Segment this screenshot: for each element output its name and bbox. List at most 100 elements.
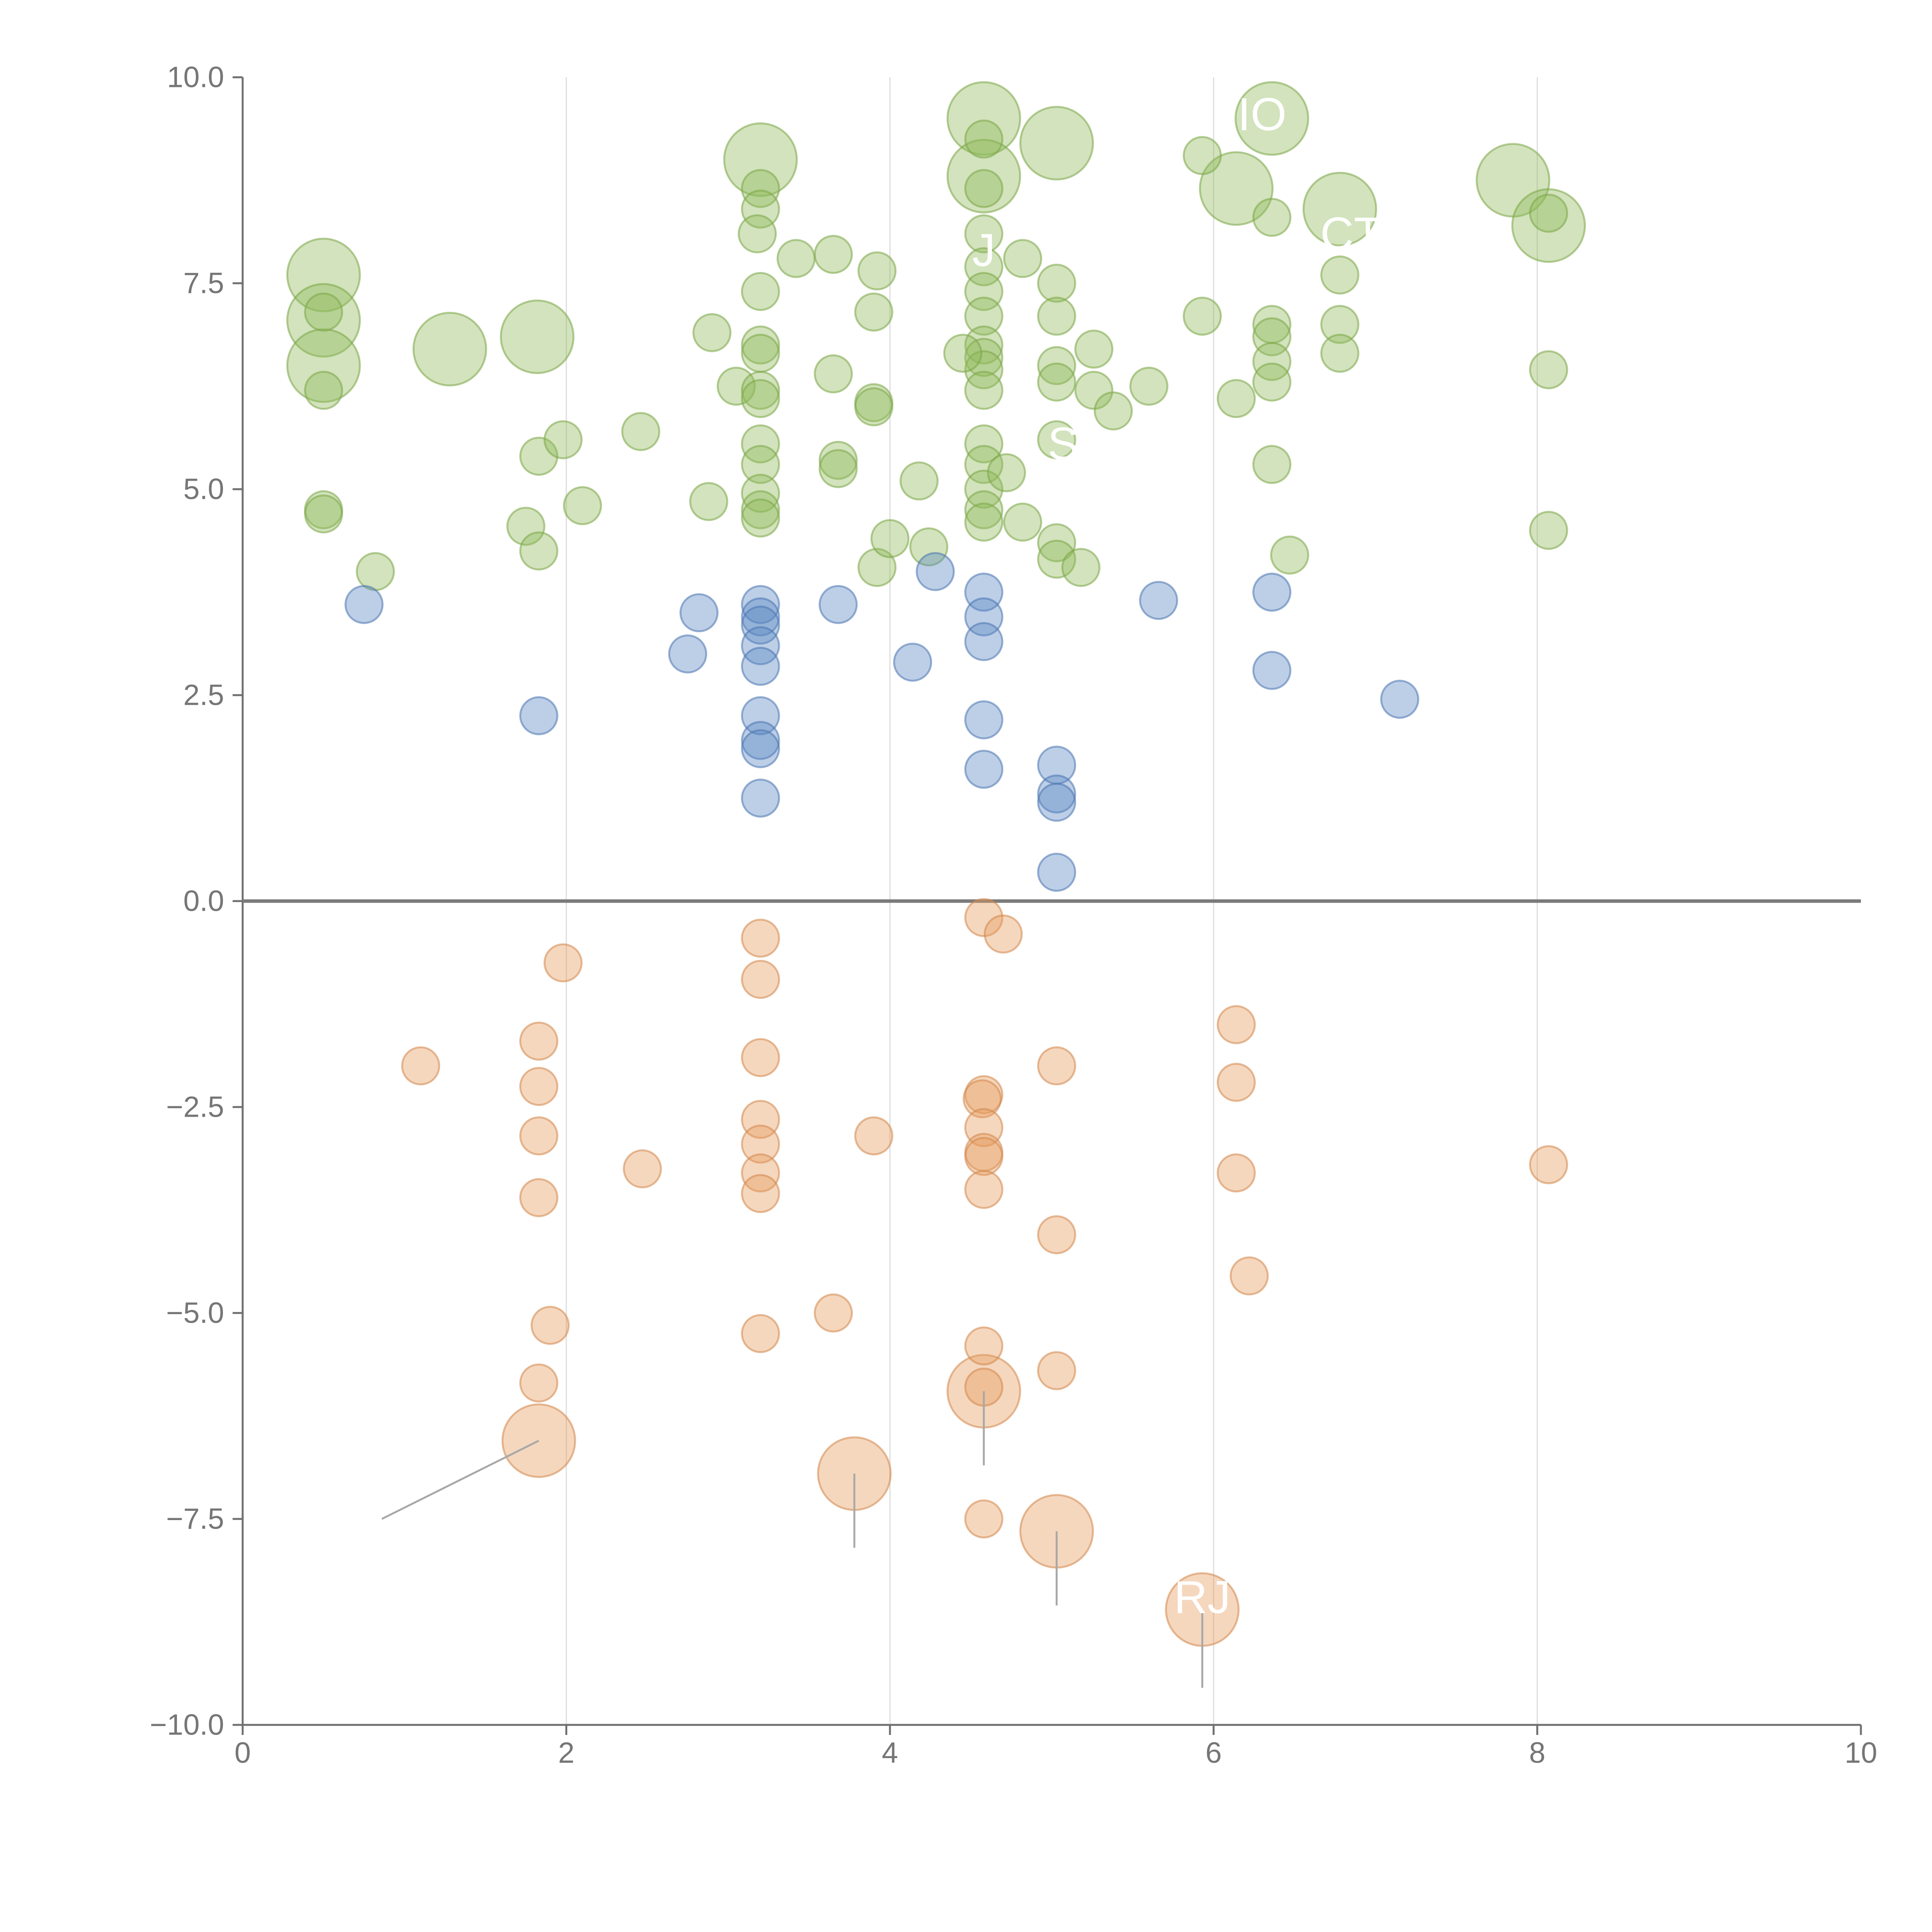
negative-point <box>519 1178 558 1218</box>
positive-point <box>1061 548 1100 587</box>
mid-point <box>741 597 780 636</box>
negative-point <box>1037 1046 1077 1085</box>
y-tick-label: −10.0 <box>150 1709 224 1742</box>
negative-point <box>741 1038 780 1077</box>
positive-point <box>1320 255 1359 295</box>
positive-point <box>870 519 910 558</box>
positive-point <box>1037 264 1077 303</box>
negative-point <box>622 1149 662 1189</box>
negative-point <box>1037 1215 1077 1254</box>
positive-point <box>741 272 780 311</box>
positive-point <box>776 239 816 278</box>
mid-point <box>519 696 558 735</box>
positive-point <box>716 367 756 406</box>
positive-point <box>741 371 780 410</box>
negative-point <box>519 1067 558 1106</box>
positive-point <box>543 420 583 459</box>
positive-point <box>1019 106 1094 181</box>
negative-point <box>741 1153 780 1193</box>
positive-point <box>1302 172 1377 247</box>
positive-point <box>987 453 1026 492</box>
positive-point <box>964 169 1003 208</box>
positive-point <box>964 119 1003 159</box>
positive-point <box>964 490 1003 529</box>
mid-point <box>1252 651 1292 690</box>
negative-point <box>814 1293 853 1333</box>
positive-point <box>1216 379 1256 418</box>
point-label: J <box>972 224 995 276</box>
positive-point <box>304 293 343 332</box>
positive-point <box>943 333 983 373</box>
positive-point <box>1129 367 1168 406</box>
negative-point <box>964 1326 1003 1366</box>
positive-point <box>909 527 949 566</box>
positive-point <box>741 424 780 464</box>
positive-point <box>500 299 575 374</box>
mid-point <box>741 721 780 760</box>
positive-point <box>964 469 1003 509</box>
positive-point <box>621 412 660 451</box>
positive-point <box>1252 197 1292 237</box>
positive-point <box>355 552 395 591</box>
mid-point <box>964 750 1003 789</box>
negative-point <box>1216 1063 1256 1102</box>
mid-point <box>741 646 780 686</box>
positive-point <box>723 122 798 197</box>
points-layer <box>286 81 1586 1647</box>
mid-point <box>741 626 780 665</box>
point-label: CT <box>1320 208 1382 260</box>
positive-point <box>964 214 1003 253</box>
positive-point <box>964 371 1003 410</box>
positive-point <box>1252 362 1292 402</box>
positive-point <box>1074 371 1114 410</box>
negative-point <box>741 918 780 958</box>
positive-point <box>412 312 487 387</box>
positive-point <box>1094 391 1133 430</box>
mid-point <box>964 700 1003 740</box>
positive-point <box>519 437 558 476</box>
y-tick-label: 2.5 <box>183 679 224 712</box>
y-tick-label: 10.0 <box>167 61 224 94</box>
negative-point <box>519 1021 558 1061</box>
positive-point <box>519 531 558 571</box>
y-tick-label: −5.0 <box>166 1297 224 1330</box>
positive-point <box>304 494 343 534</box>
mid-point <box>679 593 719 633</box>
positive-point <box>1037 539 1077 579</box>
positive-point <box>563 486 602 526</box>
mid-point <box>1037 852 1077 892</box>
x-tick-label: 4 <box>882 1736 898 1769</box>
positive-point <box>814 235 853 274</box>
y-tick-label: −2.5 <box>166 1091 224 1124</box>
positive-point <box>900 461 939 501</box>
positive-point <box>1037 420 1077 459</box>
positive-point <box>741 189 780 229</box>
positive-point <box>818 440 858 480</box>
positive-point <box>286 238 361 313</box>
mid-point <box>1037 782 1077 822</box>
positive-point <box>506 507 546 546</box>
negative-point <box>1230 1256 1269 1296</box>
y-tick-label: −7.5 <box>166 1503 224 1536</box>
negative-point <box>741 960 780 999</box>
point-label: IO <box>1238 88 1287 140</box>
positive-point <box>1074 330 1114 369</box>
positive-point <box>964 424 1003 464</box>
positive-point <box>1529 350 1568 389</box>
positive-point <box>741 445 780 484</box>
x-tick-label: 2 <box>558 1736 574 1769</box>
leader-line <box>381 1440 539 1520</box>
negative-point <box>531 1306 570 1345</box>
positive-point <box>738 214 777 253</box>
mid-point <box>1252 573 1292 612</box>
negative-point <box>1037 1351 1077 1390</box>
negative-point <box>964 1137 1003 1176</box>
negative-point <box>854 1116 893 1156</box>
positive-point <box>964 502 1003 542</box>
positive-point <box>818 449 858 488</box>
mid-point <box>893 643 932 682</box>
mid-point <box>741 779 780 818</box>
point-label: S <box>1048 418 1078 470</box>
labels-layer: IO J CT S RJ <box>972 88 1382 1623</box>
